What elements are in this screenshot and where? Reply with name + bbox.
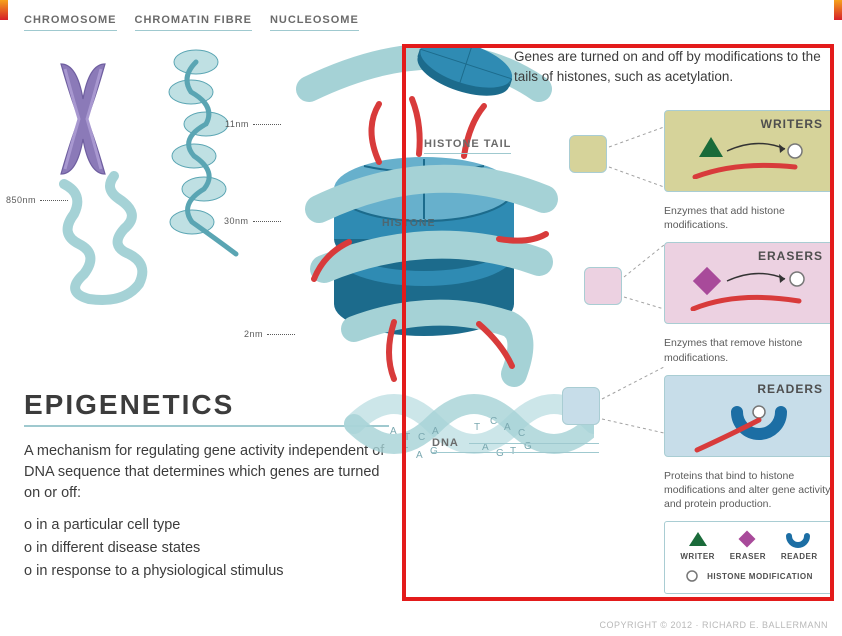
dim-30nm: 30nm (224, 216, 281, 226)
writer-icon (687, 530, 709, 548)
svg-text:C: C (490, 416, 497, 427)
label-chromosome: CHROMOSOME (24, 14, 117, 31)
dim-850nm: 850nm (6, 195, 68, 205)
histone-svg: AT CA TC AC TAG AGTG (294, 44, 594, 544)
legend-reader: READER (781, 552, 818, 561)
label-nucleosome: NUCLEOSOME (270, 14, 359, 31)
svg-text:T: T (404, 432, 410, 443)
card-writers-title: WRITERS (761, 117, 823, 131)
svg-text:T: T (474, 422, 480, 433)
card-erasers-desc: Enzymes that remove histone modification… (664, 336, 834, 364)
swatch-erasers (584, 267, 622, 305)
legend-symbols (673, 530, 825, 548)
legend-eraser: ERASER (730, 552, 766, 561)
legend-writer: WRITER (680, 552, 715, 561)
card-writers-desc: Enzymes that add histone modifications. (664, 204, 834, 232)
right-panel: Genes are turned on and off by modificat… (414, 47, 834, 114)
label-dna: DNA (432, 437, 599, 453)
card-readers: READERS (664, 375, 834, 457)
cards-column: WRITERS Enzymes that add histone modific… (664, 110, 834, 594)
histone-mod-icon (685, 569, 699, 583)
svg-text:A: A (416, 450, 423, 461)
copyright-text: COPYRIGHT © 2012 · RICHARD E. BALLERMANN (599, 620, 828, 630)
card-erasers-title: ERASERS (758, 249, 823, 263)
label-chromatin: CHROMATIN FIBRE (135, 14, 252, 31)
label-histone: HISTONE (382, 217, 435, 232)
intro-text: Genes are turned on and off by modificat… (514, 47, 834, 86)
eraser-icon (737, 530, 757, 548)
legend-box: WRITER ERASER READER HISTONE MODIFICATIO… (664, 521, 834, 594)
decorative-edge-left (0, 0, 8, 20)
decorative-edge-right (834, 0, 842, 20)
swatch-readers (562, 387, 600, 425)
dim-11nm: 11nm (225, 119, 281, 129)
card-writers: WRITERS (664, 110, 834, 192)
list-item: in response to a physiological stimulus (24, 560, 389, 583)
legend-histone-mod: HISTONE MODIFICATION (673, 569, 825, 583)
svg-text:A: A (390, 426, 397, 437)
reader-icon (785, 530, 811, 548)
dim-2nm: 2nm (244, 329, 295, 339)
svg-text:A: A (432, 426, 439, 437)
card-readers-title: READERS (757, 382, 823, 396)
svg-text:A: A (504, 422, 511, 433)
card-erasers: ERASERS (664, 242, 834, 324)
label-histone-tail: HISTONE TAIL (424, 138, 511, 154)
infographic-container: CHROMOSOME CHROMATIN FIBRE NUCLEOSOME (24, 14, 824, 620)
swatch-writers (569, 135, 607, 173)
legend-labels-row: WRITER ERASER READER (673, 552, 825, 561)
svg-text:T: T (402, 446, 408, 457)
svg-text:C: C (418, 432, 425, 443)
top-labels-row: CHROMOSOME CHROMATIN FIBRE NUCLEOSOME (24, 14, 824, 31)
card-readers-desc: Proteins that bind to histone modificati… (664, 469, 834, 512)
